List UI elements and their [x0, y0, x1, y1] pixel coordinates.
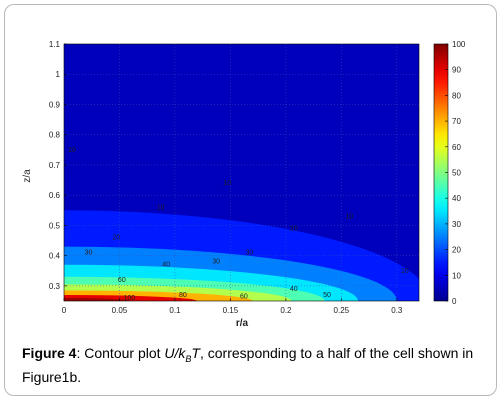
y-tick-label: 0.5 — [49, 221, 61, 230]
contour-label: 20 — [112, 235, 120, 242]
contour-label: 10 — [345, 213, 353, 220]
figure-caption: Figure 4: Contour plot U/kBT, correspond… — [22, 344, 482, 386]
caption-text-before: : Contour plot — [76, 345, 165, 361]
contour-label: 10 — [157, 204, 165, 211]
caption-math-t: T — [191, 345, 200, 361]
contour-label: 40 — [162, 262, 170, 269]
y-axis-label: z/a — [22, 169, 33, 183]
x-tick-label: 0.05 — [112, 306, 128, 315]
caption-text-after: , corresponding to a half of the cell sh… — [22, 345, 474, 385]
contour-label: 10 — [68, 147, 76, 154]
contour-label: 30 — [85, 250, 93, 257]
plot-area: 10 10 10 10 10 20 20 30 30 30 40 40 50 60 60 80 100 — [63, 43, 420, 302]
contour-label: 30 — [212, 259, 220, 266]
colorbar-tick-label: 80 — [452, 91, 461, 100]
contour-label: 20 — [290, 225, 298, 232]
contour-label: 10 — [401, 268, 409, 275]
caption-math-sub: B — [185, 353, 192, 364]
x-axis-ticks: 0 0.05 0.1 0.15 0.2 0.25 0.3 — [62, 298, 403, 315]
y-tick-label: 0.7 — [49, 161, 61, 170]
y-tick-label: 0.4 — [49, 252, 61, 261]
colorbar-tick-label: 0 — [452, 297, 457, 306]
x-tick-label: 0.3 — [391, 306, 403, 315]
contour-label: 60 — [118, 277, 126, 284]
contour-label: 40 — [290, 286, 298, 293]
contour-label: 80 — [179, 292, 187, 299]
caption-label: Figure 4 — [22, 345, 77, 361]
colorbar-tick-label: 30 — [452, 220, 461, 229]
x-tick-label: 0 — [62, 306, 67, 315]
x-tick-label: 0.25 — [334, 306, 350, 315]
colorbar-tick-label: 40 — [452, 194, 461, 203]
contour-label: 30 — [246, 250, 254, 257]
y-axis-ticks: 0.3 0.4 0.5 0.6 0.7 0.8 0.9 1 1.1 — [49, 40, 67, 291]
contour-label: 100 — [123, 295, 135, 302]
colorbar-tick-label: 50 — [452, 169, 461, 178]
colorbar-tick-label: 20 — [452, 246, 461, 255]
colorbar-tick-label: 70 — [452, 117, 461, 126]
colorbar-tick-label: 10 — [452, 271, 461, 280]
y-tick-label: 1 — [56, 70, 61, 79]
caption-math-u: U/k — [164, 345, 186, 361]
plot-frame — [63, 43, 420, 302]
y-tick-label: 0.6 — [49, 191, 61, 200]
contour-label: 60 — [240, 293, 248, 300]
colorbar-tick-label: 100 — [452, 40, 466, 49]
contour-label: 50 — [323, 292, 331, 299]
y-tick-label: 0.9 — [49, 100, 61, 109]
colorbar: 0 10 20 30 40 50 60 70 80 90 100 — [433, 40, 466, 306]
contour-label: 10 — [223, 180, 231, 187]
x-tick-label: 0.2 — [280, 306, 292, 315]
colorbar-tick-label: 90 — [452, 66, 461, 75]
contour-fill-group: 10 10 10 10 10 20 20 30 30 30 40 40 50 60 60 80 100 — [64, 44, 419, 302]
x-axis-label: r/a — [236, 318, 249, 329]
x-tick-label: 0.15 — [223, 306, 239, 315]
colorbar-tick-label: 60 — [452, 143, 461, 152]
y-tick-label: 0.3 — [49, 282, 61, 291]
contour-band-100 — [64, 297, 131, 301]
y-tick-label: 0.8 — [49, 131, 61, 140]
x-tick-label: 0.1 — [169, 306, 181, 315]
y-tick-label: 1.1 — [49, 40, 61, 49]
